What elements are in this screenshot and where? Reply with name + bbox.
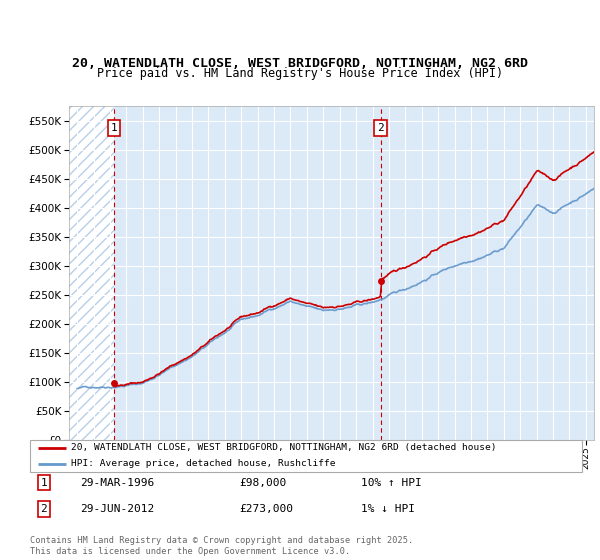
FancyBboxPatch shape <box>30 440 582 472</box>
Text: 10% ↑ HPI: 10% ↑ HPI <box>361 478 422 488</box>
Text: Price paid vs. HM Land Registry's House Price Index (HPI): Price paid vs. HM Land Registry's House … <box>97 67 503 80</box>
Text: 29-JUN-2012: 29-JUN-2012 <box>80 504 154 514</box>
Text: 2: 2 <box>40 504 47 514</box>
Text: 1% ↓ HPI: 1% ↓ HPI <box>361 504 415 514</box>
Text: 29-MAR-1996: 29-MAR-1996 <box>80 478 154 488</box>
Text: Contains HM Land Registry data © Crown copyright and database right 2025.
This d: Contains HM Land Registry data © Crown c… <box>30 536 413 556</box>
Text: 1: 1 <box>40 478 47 488</box>
Text: 2: 2 <box>377 123 384 133</box>
Text: 1: 1 <box>110 123 118 133</box>
Text: 20, WATENDLATH CLOSE, WEST BRIDGFORD, NOTTINGHAM, NG2 6RD: 20, WATENDLATH CLOSE, WEST BRIDGFORD, NO… <box>72 57 528 70</box>
Text: 20, WATENDLATH CLOSE, WEST BRIDGFORD, NOTTINGHAM, NG2 6RD (detached house): 20, WATENDLATH CLOSE, WEST BRIDGFORD, NO… <box>71 443 497 452</box>
Bar <box>69 106 114 440</box>
Text: £98,000: £98,000 <box>240 478 287 488</box>
Text: £273,000: £273,000 <box>240 504 294 514</box>
Text: HPI: Average price, detached house, Rushcliffe: HPI: Average price, detached house, Rush… <box>71 459 336 469</box>
